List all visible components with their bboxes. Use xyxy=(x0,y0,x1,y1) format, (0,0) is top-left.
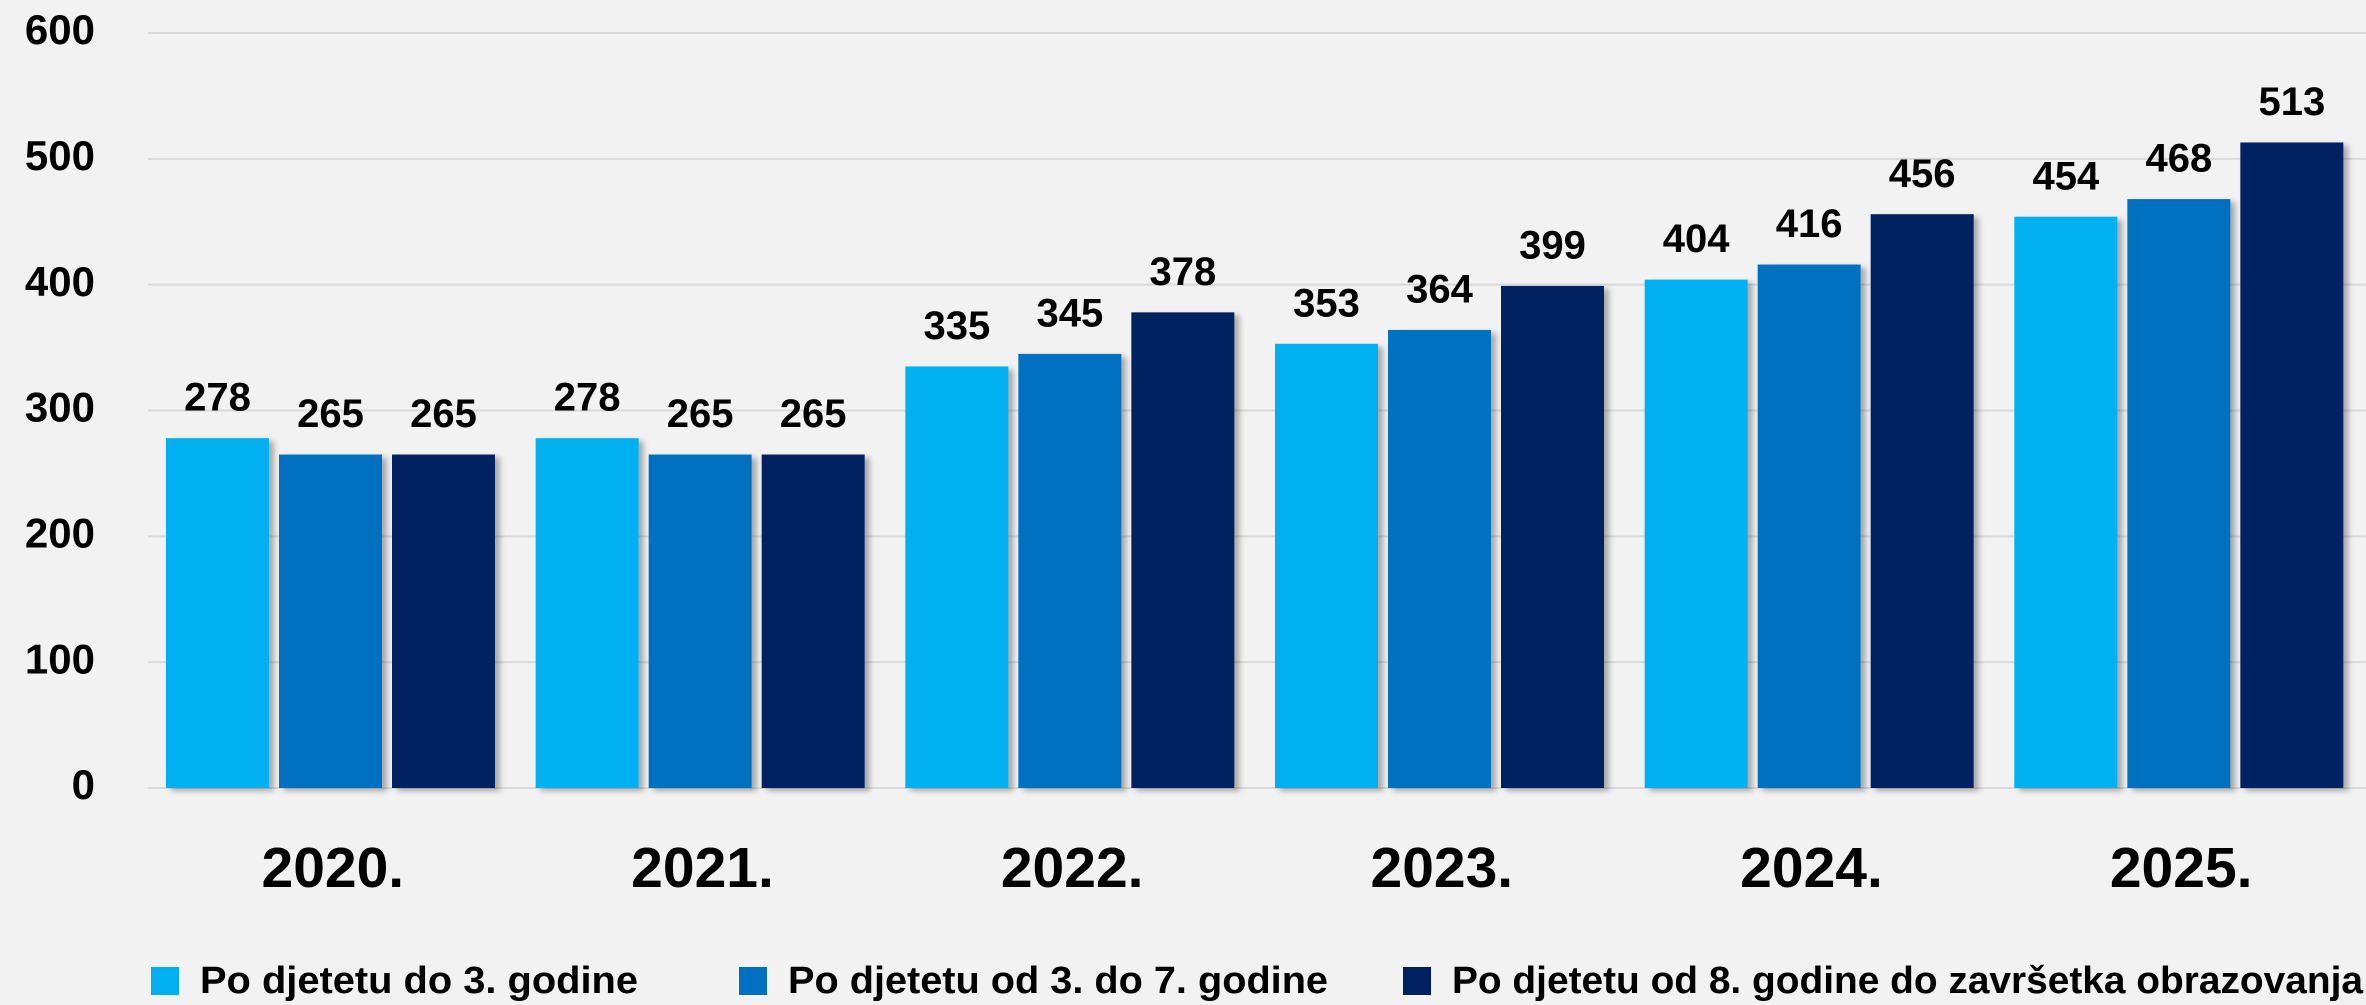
data-label: 404 xyxy=(1663,217,1730,261)
bar xyxy=(535,438,639,788)
bar xyxy=(1388,329,1491,788)
bar xyxy=(1644,279,1748,788)
data-label: 513 xyxy=(2258,80,2325,124)
x-tick-label: 2025. xyxy=(2110,836,2253,900)
data-label: 265 xyxy=(297,392,364,436)
bar xyxy=(905,366,1009,788)
y-tick-label: 100 xyxy=(25,635,95,682)
bar xyxy=(761,454,865,788)
legend-label: Po djetetu od 3. do 7. godine xyxy=(788,960,1328,1002)
y-tick-label: 200 xyxy=(25,509,95,556)
bar xyxy=(1757,264,1861,788)
x-tick-label: 2023. xyxy=(1371,836,1514,900)
bar xyxy=(2127,199,2231,789)
data-label: 278 xyxy=(554,376,621,420)
legend-swatch xyxy=(1403,967,1431,995)
legend-label: Po djetetu od 8. godine do završetka obr… xyxy=(1452,960,2364,1002)
bar xyxy=(392,454,495,788)
data-label: 364 xyxy=(1406,268,1473,312)
bar xyxy=(2014,216,2118,788)
bar xyxy=(1018,353,1122,788)
data-label: 416 xyxy=(1776,202,1843,246)
data-label: 265 xyxy=(780,392,847,436)
y-tick-label: 500 xyxy=(25,132,95,179)
x-tick-label: 2021. xyxy=(631,836,774,900)
bar xyxy=(166,438,269,788)
data-label: 456 xyxy=(1889,152,1956,196)
y-tick-label: 300 xyxy=(25,384,95,431)
data-label: 278 xyxy=(184,376,251,420)
data-label: 399 xyxy=(1519,223,1586,267)
data-label: 265 xyxy=(667,392,734,436)
bar xyxy=(279,454,382,788)
data-label: 335 xyxy=(923,304,990,348)
legend-label: Po djetetu do 3. godine xyxy=(200,960,638,1002)
data-label: 468 xyxy=(2145,137,2212,181)
data-label: 353 xyxy=(1293,281,1360,325)
data-label: 265 xyxy=(410,392,477,436)
data-label: 345 xyxy=(1036,291,1103,335)
data-label: 378 xyxy=(1149,250,1216,294)
bar xyxy=(1131,312,1235,788)
bar xyxy=(1870,214,1974,788)
data-label: 454 xyxy=(2032,154,2099,198)
legend-swatch xyxy=(739,967,767,995)
x-tick-label: 2024. xyxy=(1740,836,1883,900)
legend-swatch xyxy=(151,967,179,995)
y-tick-label: 0 xyxy=(72,761,95,808)
bar xyxy=(1501,285,1604,788)
bar xyxy=(1275,343,1378,788)
y-tick-label: 400 xyxy=(25,258,95,305)
x-tick-label: 2022. xyxy=(1001,836,1144,900)
bar xyxy=(2240,142,2344,789)
x-tick-label: 2020. xyxy=(262,836,405,900)
y-tick-label: 600 xyxy=(25,6,95,53)
bar xyxy=(648,454,752,788)
